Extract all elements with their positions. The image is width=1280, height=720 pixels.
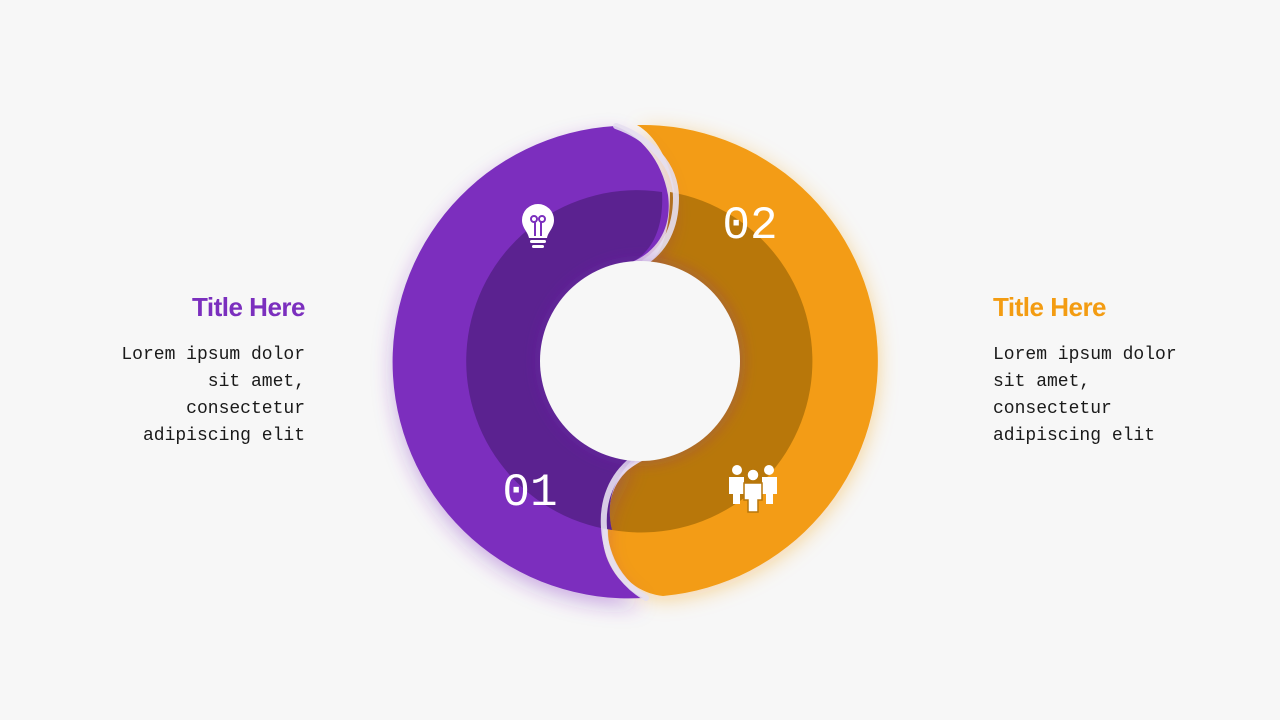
lightbulb-icon [522, 204, 554, 248]
seam-top [613, 123, 680, 265]
seam-bottom [600, 457, 649, 601]
right-text-block: Title Here Lorem ipsum dolor sit amet, c… [993, 290, 1243, 450]
center-hole [540, 261, 740, 461]
left-body: Lorem ipsum dolor sit amet, consectetur … [121, 345, 305, 446]
segment-02-number: 02 [722, 200, 777, 252]
left-title: Title Here [191, 292, 306, 322]
team-icon [729, 465, 777, 513]
segment-02-inner [609, 192, 813, 533]
left-text-block: Title Here Lorem ipsum dolor sit amet, c… [55, 290, 305, 450]
segment-01-inner [466, 190, 663, 530]
right-body: Lorem ipsum dolor sit amet, consectetur … [993, 345, 1177, 446]
right-title: Title Here [993, 292, 1107, 322]
segment-01-number: 01 [502, 467, 557, 519]
